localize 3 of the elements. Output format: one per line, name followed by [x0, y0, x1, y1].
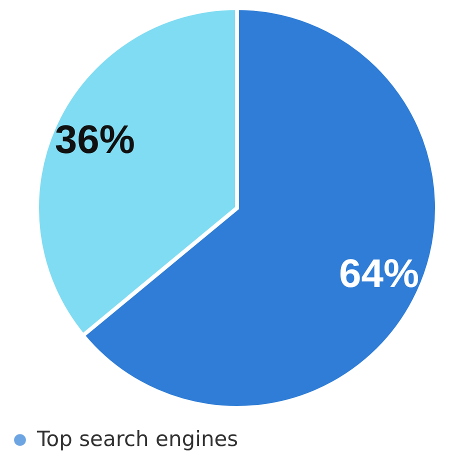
data-label: 36% [54, 118, 135, 162]
legend-label: Top search engines [36, 427, 238, 451]
data-label: 64% [339, 252, 420, 296]
